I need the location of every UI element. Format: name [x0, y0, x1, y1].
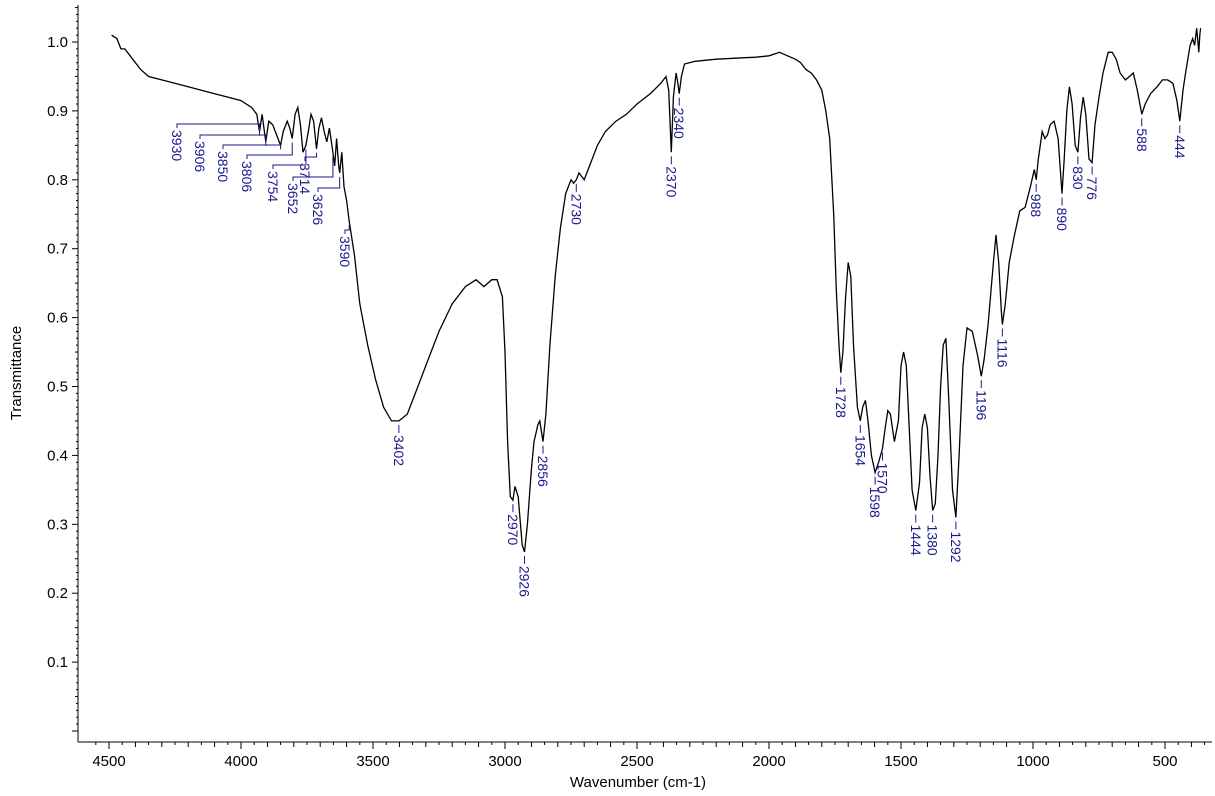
y-ticks: 0.1 0.2 0.3 0.4 0.5 0.6 0.7 0.8 0.9 1.0 [47, 7, 78, 732]
peak-leader [292, 156, 334, 181]
x-tick-label: 4500 [92, 753, 125, 770]
peak-label: 1598 [867, 487, 883, 518]
peak-label: 2856 [535, 456, 551, 487]
peak-label: 1292 [948, 531, 964, 562]
peak-leader [344, 225, 350, 234]
peak-label: 3402 [391, 435, 407, 466]
peak-label: 3590 [337, 236, 353, 267]
peak-label: 1444 [908, 525, 924, 556]
x-ticks: 4500 4000 3500 3000 2500 2000 1500 1000 500 [92, 742, 1206, 770]
y-tick-label: 0.9 [47, 103, 68, 120]
peak-label: 2370 [663, 166, 679, 197]
y-tick-label: 1.0 [47, 34, 68, 51]
peak-label: 3626 [310, 194, 326, 225]
peak-label: 3754 [265, 171, 281, 202]
peak-leader [199, 134, 267, 146]
x-axis-title: Wavenumber (cm-1) [570, 774, 706, 791]
y-axis-title: Transmittance [8, 326, 25, 420]
peak-leader [317, 176, 341, 192]
x-tick-label: 4000 [224, 753, 257, 770]
y-tick-label: 0.6 [47, 310, 68, 327]
peak-label: 1654 [852, 435, 868, 466]
peak-label: 2926 [517, 566, 533, 597]
x-tick-label: 3500 [356, 753, 389, 770]
peak-label: 3714 [297, 163, 313, 194]
x-tick-label: 2000 [752, 753, 785, 770]
x-tick-label: 1000 [1016, 753, 1049, 770]
peak-label: 3806 [239, 161, 255, 192]
x-tick-label: 2500 [620, 753, 653, 770]
peak-label: 444 [1172, 135, 1188, 159]
y-tick-label: 0.8 [47, 172, 68, 189]
peak-label: 1380 [925, 525, 941, 556]
peak-leader [246, 142, 293, 159]
peak-leader [304, 152, 317, 161]
peak-label: 1196 [973, 390, 989, 420]
peak-label: 2340 [671, 108, 687, 139]
y-tick-label: 0.2 [47, 585, 68, 602]
peak-label: 1570 [875, 463, 891, 494]
y-tick-label: 0.3 [47, 516, 68, 533]
x-tick-label: 3000 [488, 753, 521, 770]
peak-label: 830 [1070, 166, 1086, 190]
peak-label: 3906 [192, 141, 208, 172]
peak-label: 890 [1054, 208, 1070, 232]
peak-label: 988 [1028, 194, 1044, 218]
peak-label: 3652 [285, 183, 301, 214]
axes [77, 5, 1212, 743]
x-tick-label: 500 [1152, 753, 1177, 770]
peak-leader [176, 123, 260, 136]
peak-label: 1116 [994, 338, 1010, 367]
peak-label: 1728 [833, 387, 849, 418]
peak-label: 3850 [215, 151, 231, 182]
y-tick-label: 0.5 [47, 379, 68, 396]
spectrum-line [111, 28, 1202, 553]
plot-area [111, 28, 1202, 553]
peak-label: 776 [1084, 177, 1100, 201]
y-tick-label: 0.4 [47, 447, 68, 464]
peak-label: 2970 [505, 514, 521, 545]
x-tick-label: 1500 [884, 753, 917, 770]
y-tick-label: 0.1 [47, 654, 68, 671]
y-tick-label: 0.7 [47, 241, 68, 258]
peak-label: 3930 [169, 130, 185, 161]
peak-leader [222, 144, 282, 150]
peak-label: 2730 [568, 194, 584, 225]
peak-label: 588 [1134, 128, 1150, 152]
